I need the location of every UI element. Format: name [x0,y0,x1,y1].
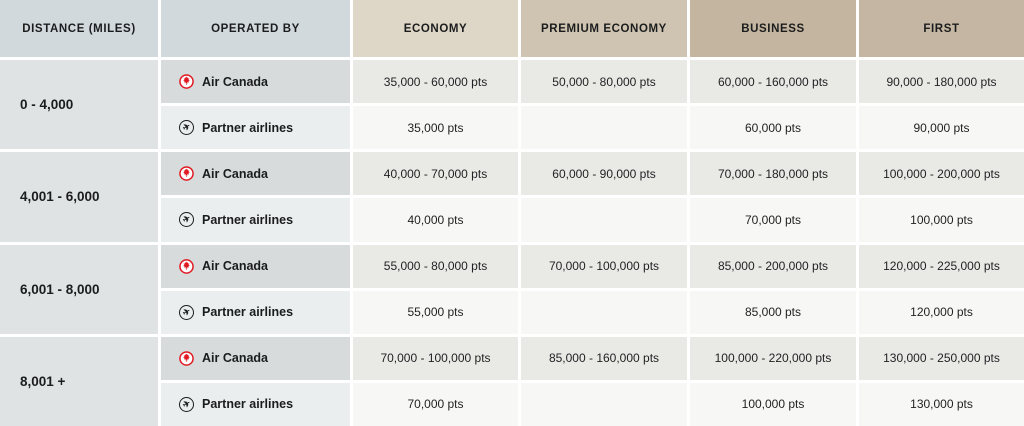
points-cell-first: 90,000 pts [859,106,1024,150]
operator-label: Air Canada [202,259,268,274]
operator-label: Partner airlines [202,397,294,412]
circled-airplane-icon: ✈ [179,120,194,136]
operator-cell-partner-airlines: ✈ Partner airlines [161,106,350,150]
operator-cell-air-canada: Air Canada [161,152,350,196]
header-cell-economy: ECONOMY [353,0,518,57]
points-cell-first: 100,000 pts [859,198,1024,242]
header-cell-first: FIRST [859,0,1024,57]
air-canada-roundel-icon [179,166,194,182]
points-cell-economy: 40,000 - 70,000 pts [353,152,518,196]
points-cell-economy: 70,000 - 100,000 pts [353,336,518,380]
points-cell-premium-economy: 60,000 - 90,000 pts [521,152,687,196]
air-canada-roundel-icon [179,258,194,274]
points-cell-premium-economy: 70,000 - 100,000 pts [521,244,687,288]
operator-label: Partner airlines [202,120,294,135]
distance-cell: 8,001 + [0,336,158,426]
operator-cell-partner-airlines: ✈ Partner airlines [161,382,350,426]
operator-label: Partner airlines [202,212,294,227]
points-cell-first: 90,000 - 180,000 pts [859,60,1024,104]
operator-cell-air-canada: Air Canada [161,336,350,380]
points-cell-business: 70,000 pts [690,198,856,242]
points-cell-premium-economy [521,290,687,334]
points-cell-first: 130,000 - 250,000 pts [859,336,1024,380]
points-cell-economy: 35,000 pts [353,106,518,150]
points-cell-business: 85,000 pts [690,290,856,334]
points-cell-business: 60,000 - 160,000 pts [690,60,856,104]
operator-cell-air-canada: Air Canada [161,60,350,104]
circled-airplane-icon: ✈ [179,396,194,412]
operator-label: Partner airlines [202,305,294,320]
points-cell-premium-economy: 85,000 - 160,000 pts [521,336,687,380]
points-cell-business: 100,000 - 220,000 pts [690,336,856,380]
header-cell-premium-economy: PREMIUM ECONOMY [521,0,687,57]
points-cell-premium-economy: 50,000 - 80,000 pts [521,60,687,104]
points-cell-premium-economy [521,106,687,150]
points-cell-first: 130,000 pts [859,382,1024,426]
circled-airplane-icon: ✈ [179,304,194,320]
circled-airplane-icon: ✈ [179,212,194,228]
points-cell-economy: 55,000 pts [353,290,518,334]
air-canada-roundel-icon [179,74,194,89]
points-cell-premium-economy [521,382,687,426]
header-cell-distance: DISTANCE (MILES) [0,0,158,57]
distance-cell: 4,001 - 6,000 [0,152,158,242]
points-cell-business: 100,000 pts [690,382,856,426]
points-cell-economy: 55,000 - 80,000 pts [353,244,518,288]
points-cell-business: 85,000 - 200,000 pts [690,244,856,288]
operator-label: Air Canada [202,166,268,181]
air-canada-roundel-icon [179,351,194,366]
operator-cell-partner-airlines: ✈ Partner airlines [161,198,350,242]
distance-cell: 6,001 - 8,000 [0,244,158,334]
operator-label: Air Canada [202,74,268,89]
points-cell-first: 120,000 pts [859,290,1024,334]
operator-cell-partner-airlines: ✈ Partner airlines [161,290,350,334]
operator-label: Air Canada [202,351,268,366]
points-cell-first: 120,000 - 225,000 pts [859,244,1024,288]
points-cell-economy: 40,000 pts [353,198,518,242]
operator-cell-air-canada: Air Canada [161,244,350,288]
points-cell-business: 60,000 pts [690,106,856,150]
points-cell-economy: 70,000 pts [353,382,518,426]
points-cell-economy: 35,000 - 60,000 pts [353,60,518,104]
header-cell-business: BUSINESS [690,0,856,57]
points-cell-premium-economy [521,198,687,242]
header-cell-operated-by: OPERATED BY [161,0,350,57]
points-cell-business: 70,000 - 180,000 pts [690,152,856,196]
distance-cell: 0 - 4,000 [0,60,158,150]
points-cell-first: 100,000 - 200,000 pts [859,152,1024,196]
